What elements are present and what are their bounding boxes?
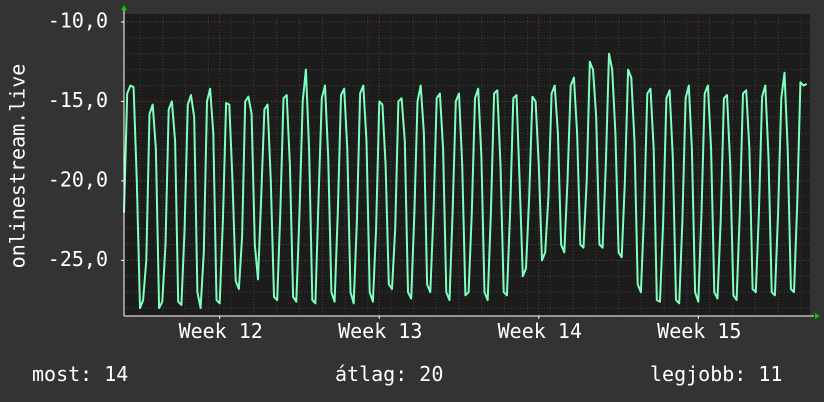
axes	[121, 5, 820, 319]
y-axis-label: onlinestream.live	[6, 64, 30, 269]
tick-labels: -10,0 -15,0 -20,0 -25,0 Week 12 Week 13 Week 1…	[48, 8, 742, 343]
y-tick-label: -10,0	[48, 8, 108, 32]
x-tick-label: Week 13	[338, 319, 422, 343]
series-line	[123, 52, 808, 310]
stat-current: most: 14	[32, 362, 129, 386]
stat-best: legjobb: 11	[650, 362, 783, 386]
y-axis-arrow	[121, 5, 127, 10]
y-tick-label: -25,0	[48, 247, 108, 271]
x-tick-label: Week 12	[179, 319, 263, 343]
y-tick-label: -20,0	[48, 167, 108, 191]
x-tick-label: Week 15	[657, 319, 741, 343]
x-axis-arrow	[815, 313, 820, 319]
x-tick-label: Week 14	[498, 319, 582, 343]
stat-average: átlag: 20	[335, 362, 444, 386]
y-tick-label: -15,0	[48, 88, 108, 112]
series-layer	[123, 52, 808, 310]
